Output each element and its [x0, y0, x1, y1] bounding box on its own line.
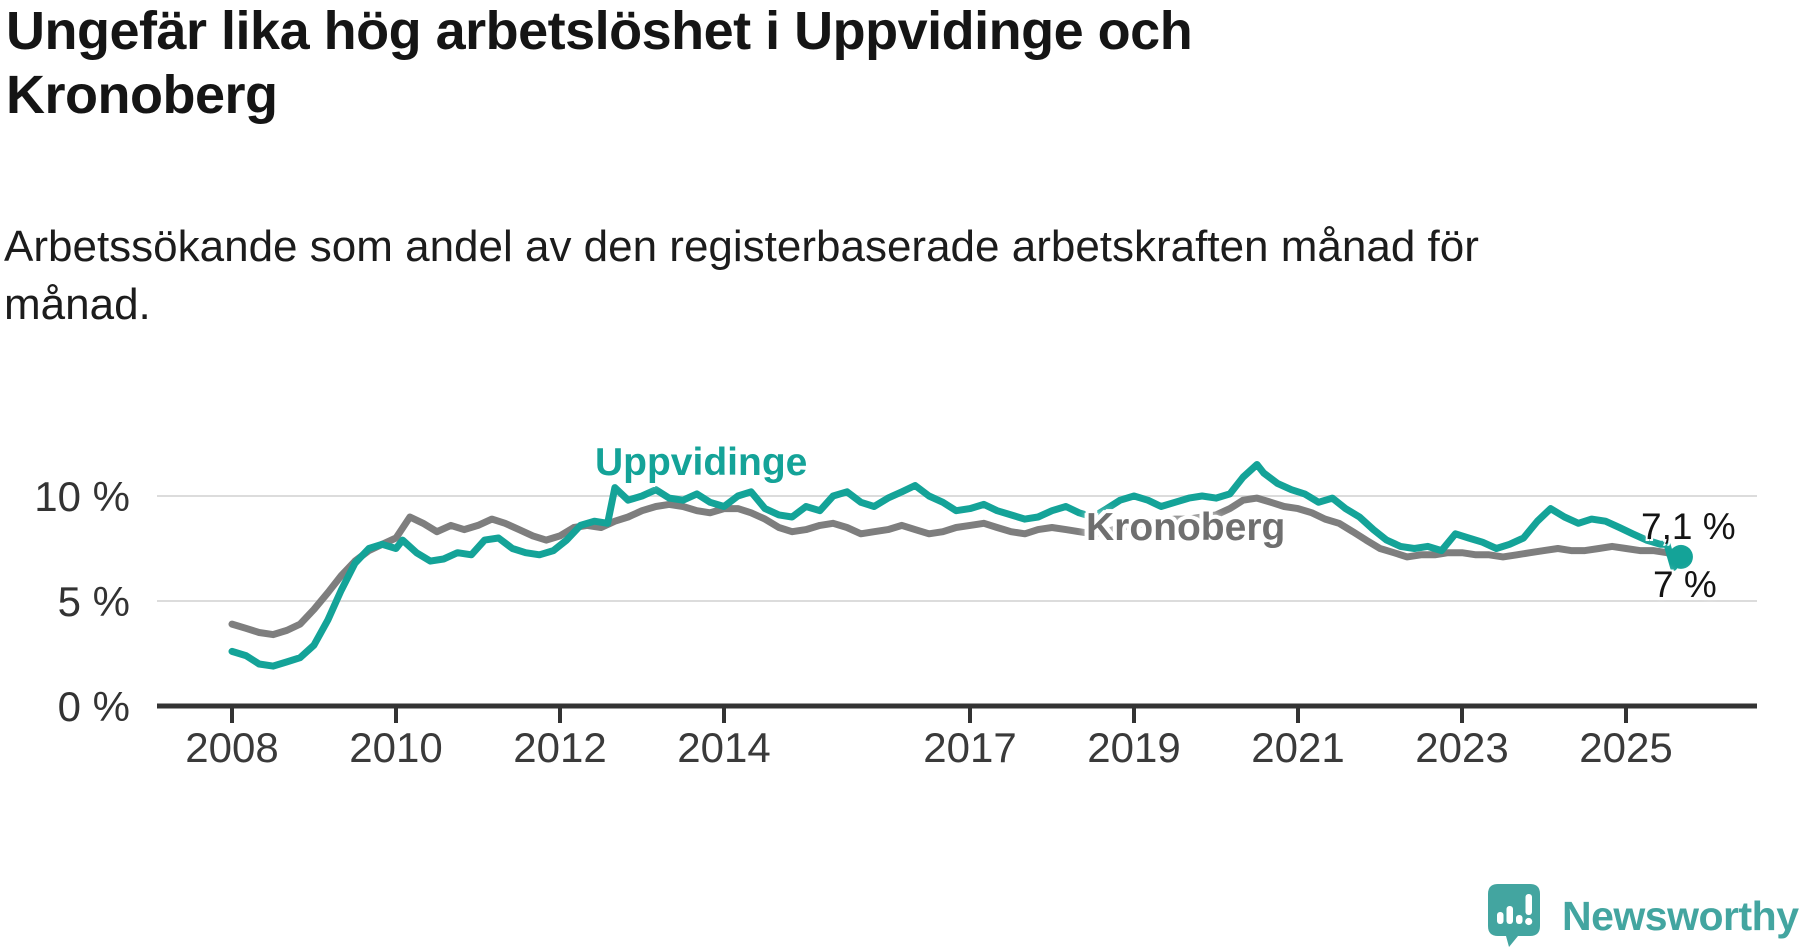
x-tick-label-2012: 2012	[513, 724, 606, 771]
end-dot-uppvidinge	[1668, 544, 1693, 569]
series-line-kronoberg	[228, 494, 1685, 639]
y-axis-label-0: 0 %	[58, 683, 130, 730]
y-axis-label-5: 5 %	[58, 578, 130, 625]
x-tick-label-2010: 2010	[349, 724, 442, 771]
newsworthy-logo: Newsworthy	[1488, 884, 1799, 948]
x-tick-label-2014: 2014	[677, 724, 770, 771]
page-subtitle: Arbetssökande som andel av den registerb…	[4, 222, 1479, 330]
x-tick-label-2023: 2023	[1415, 724, 1508, 771]
series-line-uppvidinge	[228, 461, 1685, 670]
page-title: Ungefär lika hög arbetslöshet i Uppvidin…	[6, 1, 1193, 125]
end-value-label-uppvidinge: 7,1 %	[1641, 506, 1736, 547]
x-tick-label-2019: 2019	[1087, 724, 1180, 771]
series-label-uppvidinge: Uppvidinge	[595, 441, 808, 484]
x-tick-label-2021: 2021	[1251, 724, 1344, 771]
bar-chart-speech-bubble-icon	[1488, 884, 1540, 947]
series-label-kronoberg: Kronoberg	[1086, 506, 1286, 549]
x-tick-label-2017: 2017	[923, 724, 1016, 771]
newsworthy-logo-text: Newsworthy	[1562, 892, 1799, 939]
x-tick-label-2008: 2008	[185, 724, 278, 771]
x-tick-label-2025: 2025	[1579, 724, 1672, 771]
y-axis-label-10: 10 %	[34, 473, 130, 520]
end-value-label-kronoberg: 7 %	[1653, 564, 1717, 605]
